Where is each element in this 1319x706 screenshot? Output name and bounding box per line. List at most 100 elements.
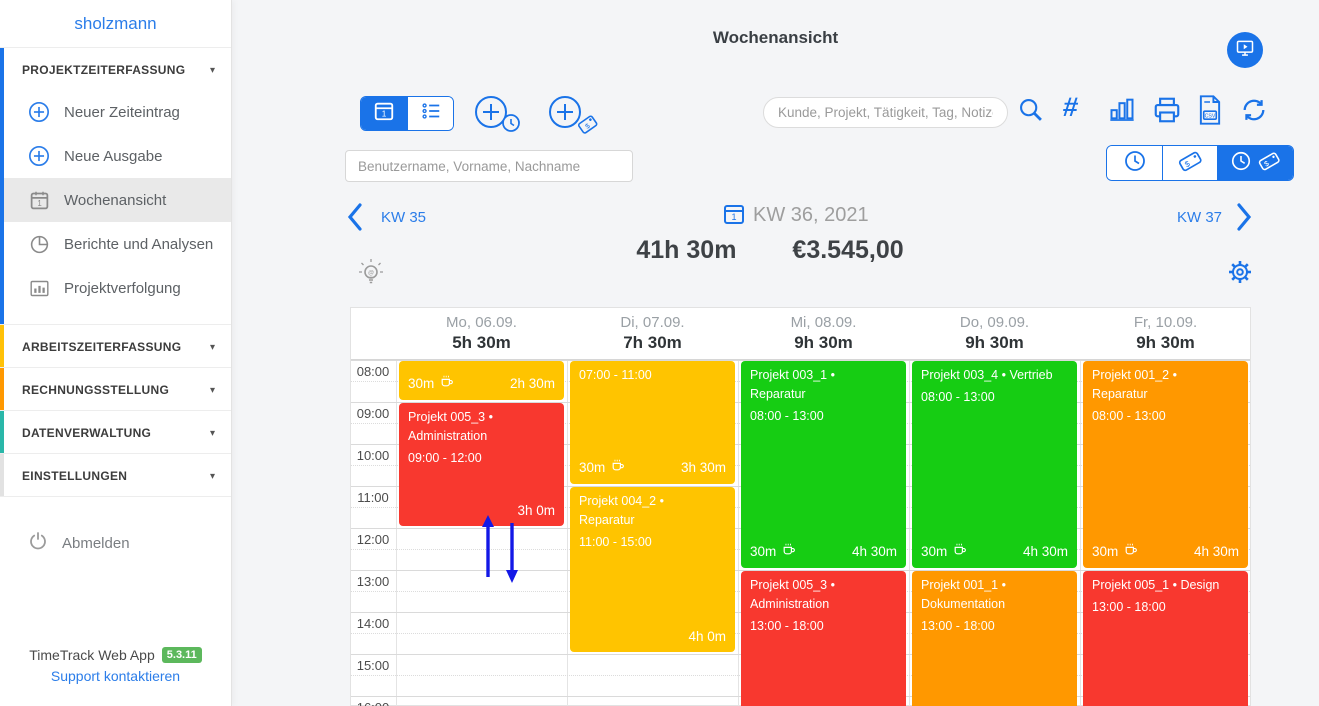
chart-icon[interactable] <box>1108 95 1136 128</box>
event-duration: 4h 0m <box>688 628 726 644</box>
add-expense-button[interactable]: $ <box>546 93 602 134</box>
sidebar-item-berichte-und-analysen[interactable]: Berichte und Analysen <box>0 222 231 266</box>
calendar-event[interactable]: Projekt 003_4 • Vertrieb 08:00 - 13:00 30m… <box>912 361 1077 568</box>
event-footer: 30m 4h 30m <box>921 541 1068 563</box>
expenses-filter-button[interactable]: $ <box>1162 146 1217 180</box>
csv-export-icon[interactable]: CSV <box>1196 94 1224 131</box>
coffee-icon <box>1123 541 1139 563</box>
day-name: Mo, 06.09. <box>446 314 517 331</box>
monitor-play-icon <box>1235 38 1255 63</box>
event-title: Projekt 005_3 • <box>408 410 493 424</box>
list-view-button[interactable] <box>407 97 453 130</box>
coffee-icon <box>610 457 626 479</box>
day-header-3[interactable]: Do, 09.09. 9h 30m <box>909 308 1080 360</box>
day-header-2[interactable]: Mi, 08.09. 9h 30m <box>738 308 909 360</box>
event-title: Projekt 003_4 • Vertrieb <box>921 368 1053 382</box>
svg-text:$: $ <box>584 123 591 131</box>
event-time-range: 13:00 - 18:00 <box>1092 599 1166 614</box>
next-week-link[interactable]: KW 37 <box>1177 209 1223 226</box>
lightbulb-icon[interactable]: @ <box>357 256 385 293</box>
video-tutorial-button[interactable] <box>1227 32 1263 68</box>
day-header-4[interactable]: Fr, 10.09. 9h 30m <box>1080 308 1251 360</box>
section-header-3[interactable]: DATENVERWALTUNG ▾ <box>0 411 231 453</box>
sidebar-item-neue-ausgabe[interactable]: Neue Ausgabe <box>0 134 231 178</box>
event-duration: 2h 30m <box>509 375 555 391</box>
sidebar-section-2: RECHNUNGSSTELLUNG ▾ <box>0 368 231 411</box>
sidebar-item-label: Berichte und Analysen <box>64 235 214 253</box>
event-break: 30m <box>921 541 968 563</box>
app-name: TimeTrack Web App <box>29 647 155 663</box>
section-header-4[interactable]: EINSTELLUNGEN ▾ <box>0 454 231 496</box>
print-icon[interactable] <box>1152 95 1182 130</box>
event-title: Projekt 004_2 • <box>579 494 664 508</box>
calendar-event[interactable]: 30m 2h 30m <box>399 361 564 400</box>
sidebar-section-4: EINSTELLUNGEN ▾ <box>0 454 231 497</box>
event-duration: 4h 30m <box>1193 543 1239 559</box>
event-title: Projekt 003_1 • <box>750 368 835 382</box>
drag-resize-arrows[interactable] <box>479 515 525 590</box>
calendar-event[interactable]: Projekt 003_1 • Reparatur 08:00 - 13:00 30m… <box>741 361 906 568</box>
logout-button[interactable]: Abmelden <box>0 511 231 555</box>
section-color-bar <box>0 411 4 453</box>
section-header-0[interactable]: PROJEKTZEITERFASSUNG ▾ <box>0 48 231 90</box>
search-input[interactable] <box>763 97 1008 128</box>
logout-label: Abmelden <box>62 534 130 552</box>
prev-week-link[interactable]: KW 35 <box>381 209 427 226</box>
time-entries-filter-button[interactable] <box>1107 146 1162 180</box>
search-icon[interactable] <box>1017 96 1045 129</box>
settings-gear-icon[interactable] <box>1227 259 1253 290</box>
prev-week-chevron[interactable] <box>344 201 366 238</box>
tag-icon: $ <box>1177 149 1203 178</box>
sidebar-sections: PROJEKTZEITERFASSUNG ▾ Neuer Zeiteintrag Ne… <box>0 48 231 497</box>
total-hours: 41h 30m <box>636 236 737 264</box>
event-title: Projekt 005_1 • Design <box>1092 578 1220 592</box>
sidebar-item-projektverfolgung[interactable]: Projektverfolgung <box>0 266 231 310</box>
time-label: 13:00 <box>356 574 390 589</box>
clock-icon <box>1230 150 1252 177</box>
sync-icon[interactable] <box>1240 96 1268 129</box>
calendar-event[interactable]: Projekt 004_2 • Reparatur 11:00 - 15:00 4h … <box>570 487 735 652</box>
sidebar-item-label: Projektverfolgung <box>64 279 181 297</box>
day-header-1[interactable]: Di, 07.09. 7h 30m <box>567 308 738 360</box>
column-separator <box>909 360 910 706</box>
calendar-event[interactable]: Projekt 001_2 • Reparatur 08:00 - 13:00 30m… <box>1083 361 1248 568</box>
section-color-bar <box>0 48 4 324</box>
day-header-0[interactable]: Mo, 06.09. 5h 30m <box>396 308 567 360</box>
calendar-event[interactable]: Projekt 001_1 • Dokumentation 13:00 - 18:0… <box>912 571 1077 706</box>
calendar-event[interactable]: 07:00 - 11:00 30m 3h 30m <box>570 361 735 484</box>
calendar-view-button[interactable]: 1 <box>361 97 407 130</box>
event-break: 30m <box>1092 541 1139 563</box>
event-time-range: 09:00 - 12:00 <box>408 450 482 465</box>
sidebar-item-neuer-zeiteintrag[interactable]: Neuer Zeiteintrag <box>0 90 231 134</box>
calendar-grid[interactable]: 08:00 09:00 10:00 11:00 12:00 13:00 14:00 15:00… <box>351 360 1250 706</box>
add-time-entry-button[interactable] <box>472 93 528 133</box>
username[interactable]: sholzmann <box>0 0 231 48</box>
coffee-icon <box>781 541 797 563</box>
event-time-range: 11:00 - 15:00 <box>579 534 652 549</box>
section-header-2[interactable]: RECHNUNGSSTELLUNG ▾ <box>0 368 231 410</box>
chevron-down-icon: ▾ <box>209 427 215 439</box>
sidebar-item-wochenansicht[interactable]: 1 Wochenansicht <box>0 178 231 222</box>
plus-circle-icon <box>28 145 50 167</box>
day-total-hours: 9h 30m <box>794 333 853 352</box>
section-header-1[interactable]: ARBEITSZEITERFASSUNG ▾ <box>0 325 231 367</box>
event-footer: 30m 4h 30m <box>750 541 897 563</box>
user-filter-input[interactable] <box>345 150 633 182</box>
svg-text:1: 1 <box>731 212 736 222</box>
section-label: EINSTELLUNGEN <box>22 469 128 483</box>
sidebar-item-label: Neue Ausgabe <box>64 147 163 165</box>
sidebar-section-0: PROJEKTZEITERFASSUNG ▾ Neuer Zeiteintrag Ne… <box>0 48 231 325</box>
calendar-event[interactable]: Projekt 005_3 • Administration 13:00 - 18:… <box>741 571 906 706</box>
entry-type-toggle: $ $ <box>1106 145 1294 181</box>
tag-icon: $ <box>1257 150 1281 177</box>
calendar-event[interactable]: Projekt 005_3 • Administration 09:00 - 12:… <box>399 403 564 526</box>
calendar-event[interactable]: Projekt 005_1 • Design 13:00 - 18:00 <box>1083 571 1248 706</box>
chevron-down-icon: ▾ <box>209 384 215 396</box>
next-week-chevron[interactable] <box>1233 201 1255 238</box>
column-separator <box>738 360 739 706</box>
event-footer: 30m 3h 30m <box>579 457 726 479</box>
hashtag-icon[interactable]: # <box>1061 92 1080 122</box>
view-toggle: 1 <box>360 96 454 131</box>
support-link[interactable]: Support kontaktieren <box>50 668 181 684</box>
all-entries-filter-button[interactable]: $ <box>1217 146 1293 180</box>
